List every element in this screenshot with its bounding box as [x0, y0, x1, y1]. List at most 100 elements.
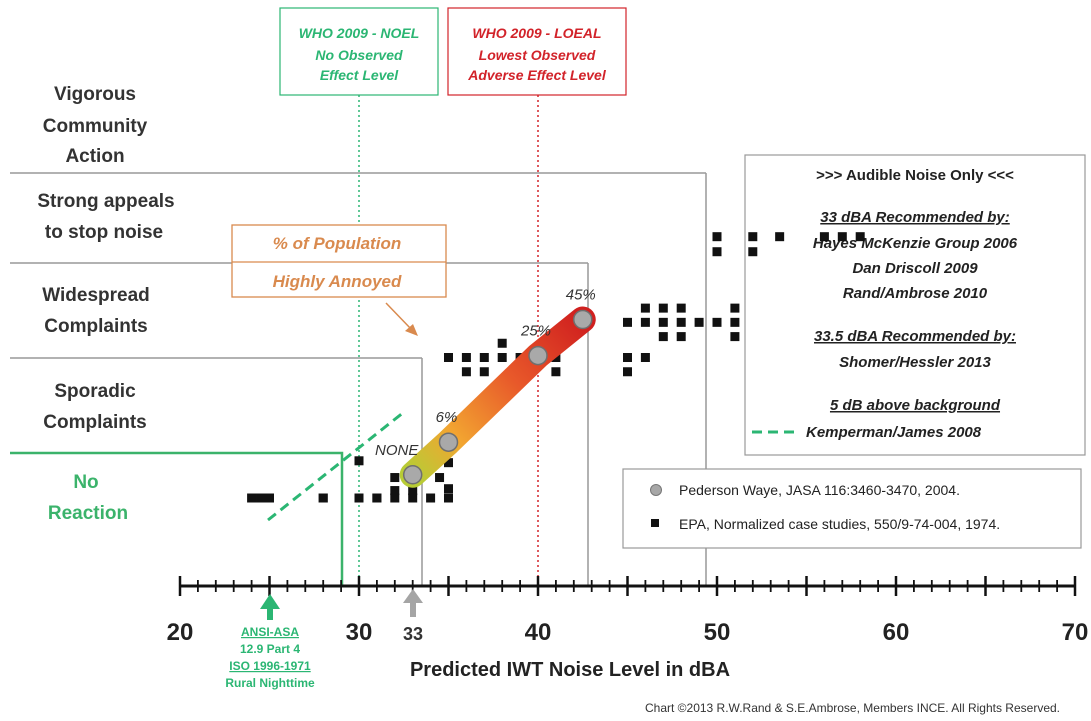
kemperman-dashed-line — [267, 410, 405, 522]
epa-data-point — [318, 493, 328, 503]
no-reaction-boundary — [10, 451, 344, 586]
epa-data-point — [390, 486, 400, 496]
pederson-waye-point — [402, 465, 423, 485]
noel-label-2: No Observed — [315, 47, 403, 63]
epa-data-point — [256, 493, 266, 503]
legend-frame — [622, 468, 1082, 549]
epa-data-point — [676, 303, 686, 313]
marker-33-label: 33 — [403, 624, 423, 644]
loeal-label-2: Lowest Observed — [479, 47, 596, 63]
epa-data-point — [372, 493, 382, 503]
epa-data-point — [444, 353, 453, 362]
category-labels: Vigorous Community Action Strong appeals… — [37, 84, 174, 524]
legend: Pederson Waye, JASA 116:3460-3470, 2004.… — [622, 468, 1082, 549]
x-axis-tick-label: 60 — [883, 619, 910, 646]
pederson-waye-point-label: 25% — [520, 323, 551, 340]
loeal-label-3: Adverse Effect Level — [467, 67, 607, 83]
category-label-strong-1: Strong appeals — [37, 191, 174, 212]
population-annotation: % of Population Highly Annoyed — [231, 224, 447, 336]
epa-data-point — [694, 317, 704, 327]
epa-data-point — [712, 247, 722, 257]
epa-data-point — [497, 338, 507, 348]
pederson-waye-line — [399, 306, 596, 488]
x-axis-ticks — [178, 576, 1077, 596]
category-label-widespread-2: Complaints — [44, 316, 147, 337]
epa-data-point — [658, 332, 668, 342]
epa-data-point — [658, 317, 668, 327]
epa-data-point — [354, 493, 364, 503]
legend-epa-label: EPA, Normalized case studies, 550/9-74-0… — [679, 516, 1000, 532]
epa-data-point — [748, 232, 758, 242]
epa-data-point — [444, 458, 453, 468]
rec-name-driscoll: Dan Driscoll 2009 — [852, 260, 978, 277]
category-label-vigorous-2: Community — [43, 116, 148, 137]
rec-heading-33: 33 dBA Recommended by: — [820, 209, 1010, 226]
x-axis-title: Predicted IWT Noise Level in dBA — [410, 659, 730, 681]
pederson-waye-point — [528, 345, 548, 366]
epa-data-point — [640, 303, 650, 313]
epa-data-point — [390, 493, 400, 503]
ansi-line-1: ANSI-ASA — [241, 625, 299, 639]
pederson-waye-point-label: NONE — [375, 442, 419, 459]
ansi-line-3: ISO 1996-1971 — [229, 659, 311, 673]
epa-data-point — [354, 456, 364, 466]
x-axis-tick-label: 30 — [346, 619, 373, 646]
population-label-1: % of Population — [273, 234, 401, 253]
pederson-waye-point — [438, 432, 459, 452]
copyright-note: Chart ©2013 R.W.Rand & S.E.Ambrose, Memb… — [645, 701, 1060, 715]
rec-name-rand: Rand/Ambrose 2010 — [843, 285, 988, 302]
marker-33-arrow-head — [403, 589, 423, 603]
category-label-sporadic-1: Sporadic — [54, 381, 136, 402]
ansi-line-2: 12.9 Part 4 — [240, 642, 300, 656]
category-label-noreaction-1: No — [73, 472, 98, 493]
epa-data-point — [837, 232, 847, 242]
population-arrow-head — [405, 324, 418, 336]
pederson-waye-series: NONE 6% 25% 45% — [375, 287, 596, 488]
recommendations-header: >>> Audible Noise Only <<< — [816, 167, 1014, 184]
x-axis: 20 30 40 50 60 70 Predicted IWT Noise Level i… — [167, 576, 1089, 681]
epa-data-point — [435, 473, 445, 483]
epa-data-point — [623, 317, 632, 327]
rec-name-kemperman: Kemperman/James 2008 — [806, 424, 982, 441]
epa-data-point — [730, 317, 740, 327]
noel-box — [279, 7, 439, 96]
epa-data-point — [730, 332, 740, 342]
ansi-arrow-shaft — [267, 608, 273, 620]
epa-data-point — [461, 353, 471, 362]
category-label-strong-2: to stop noise — [45, 222, 163, 243]
epa-data-point — [712, 232, 722, 242]
epa-data-point — [497, 353, 507, 362]
epa-data-point — [461, 367, 471, 377]
epa-data-point — [748, 247, 758, 257]
category-label-widespread-1: Widespread — [42, 285, 150, 306]
x-axis-tick-label: 70 — [1062, 619, 1089, 646]
epa-data-point — [658, 303, 668, 313]
x-axis-tick-label: 20 — [167, 619, 194, 646]
epa-data-point — [676, 317, 686, 327]
ansi-annotation: ANSI-ASA 12.9 Part 4 ISO 1996-1971 Rural… — [225, 594, 315, 690]
epa-data-point — [479, 353, 489, 362]
epa-data-point — [390, 473, 400, 483]
epa-data-point — [676, 332, 686, 342]
rec-heading-background: 5 dB above background — [830, 397, 1001, 414]
epa-data-point — [408, 493, 418, 503]
x-axis-tick-label: 50 — [704, 619, 731, 646]
marker-33-arrow-shaft — [410, 601, 416, 617]
epa-data-point — [444, 484, 453, 494]
epa-data-point — [640, 353, 650, 362]
epa-data-point — [426, 493, 436, 503]
legend-pederson-label: Pederson Waye, JASA 116:3460-3470, 2004. — [679, 482, 960, 498]
x-axis-tick-labels: 20 30 40 50 60 70 — [167, 619, 1089, 646]
x-axis-tick-label: 40 — [525, 619, 552, 646]
epa-data-point — [551, 367, 561, 377]
epa-data-point — [775, 232, 785, 242]
epa-data-point — [265, 493, 274, 503]
epa-data-point — [444, 493, 453, 503]
recommendations-box: >>> Audible Noise Only <<< 33 dBA Recomm… — [744, 154, 1086, 456]
loeal-box — [447, 7, 627, 96]
epa-data-point — [640, 317, 650, 327]
recommendations-frame — [744, 154, 1086, 456]
epa-data-point — [819, 232, 829, 242]
